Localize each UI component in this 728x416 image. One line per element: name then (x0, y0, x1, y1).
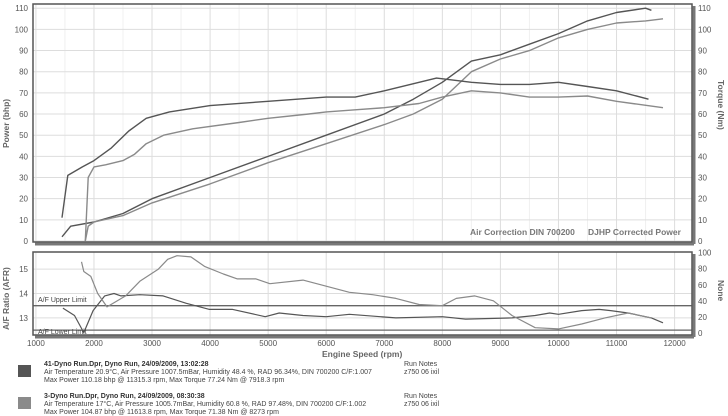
torque-axis-label: Torque (Nm) (716, 80, 726, 130)
power-tick-label: 90 (19, 47, 28, 56)
torque-tick-label: 40 (698, 152, 707, 161)
power-tick-label: 10 (19, 216, 28, 225)
power-torque-curves (61, 7, 664, 242)
x-tick-label: 8000 (433, 339, 451, 348)
legend-run-3: 3-Dyno Run.Dpr, Dyno Run, 24/09/2009, 08… (18, 393, 439, 416)
power-curve-run-41 (61, 7, 652, 238)
none-tick-label: 0 (698, 329, 703, 338)
x-tick-label: 5000 (259, 339, 277, 348)
legend-run-41: 41-Dyno Run.Dpr, Dyno Run, 24/09/2009, 1… (18, 361, 439, 384)
power-tick-label: 80 (19, 68, 28, 77)
power-tick-label: 20 (19, 195, 28, 204)
power-tick-label: 60 (19, 110, 28, 119)
power-tick-label: 30 (19, 174, 28, 183)
x-tick-label: 6000 (317, 339, 335, 348)
torque-tick-label: 30 (698, 174, 707, 183)
afr-curve-run-3 (80, 255, 652, 330)
x-axis-label: Engine Speed (rpm) (322, 349, 402, 359)
legend-run-41-max: Max Power 110.18 bhp @ 11315.3 rpm, Max … (44, 377, 284, 384)
x-tick-label: 7000 (375, 339, 393, 348)
power-plot-frame (32, 3, 693, 243)
torque-tick-label: 80 (698, 68, 707, 77)
torque-curve-run-3 (84, 90, 664, 242)
none-tick-label: 20 (698, 313, 707, 322)
power-tick-label: 0 (24, 237, 29, 246)
x-tick-label: 2000 (85, 339, 103, 348)
x-tick-label: 12000 (663, 339, 686, 348)
none-tick-label: 80 (698, 265, 707, 274)
power-tick-label: 100 (15, 25, 29, 34)
afr-curve-run-41 (62, 292, 664, 334)
power-tick-label: 50 (19, 131, 28, 140)
x-tick-label: 4000 (201, 339, 219, 348)
legend-run-41-title: 41-Dyno Run.Dpr, Dyno Run, 24/09/2009, 1… (44, 361, 209, 368)
legend-swatch-run-3 (18, 397, 31, 409)
afr-curves (62, 255, 664, 334)
afr-plot-grid (33, 252, 692, 335)
torque-tick-label: 60 (698, 110, 707, 119)
tick-labels: 1000 2000 3000 4000 5000 6000 7000 8000 9000 1000… (15, 4, 712, 348)
power-axis-label: Power (bhp) (1, 99, 11, 148)
torque-tick-label: 70 (698, 89, 707, 98)
x-tick-label: 9000 (491, 339, 509, 348)
x-tick-label: 11000 (606, 339, 628, 348)
torque-tick-label: 90 (698, 47, 707, 56)
afr-lower-limit-label: A/F Lower Limit (38, 329, 87, 336)
x-tick-label: 1000 (27, 339, 45, 348)
power-plot-grid (33, 4, 692, 242)
legend-run-3-notes: z750 06 ixil (404, 401, 439, 408)
none-tick-label: 60 (698, 281, 707, 290)
legend-run-3-max: Max Power 104.87 bhp @ 11613.8 rpm, Max … (44, 409, 279, 416)
afr-axis-label: A/F Ratio (AFR) (1, 267, 11, 330)
legend-run-3-conditions: Air Temperature 17°C, Air Pressure 1005.… (44, 400, 366, 408)
torque-tick-label: 0 (698, 237, 703, 246)
corrected-power-note: DJHP Corrected Power (588, 227, 682, 237)
none-tick-label: 100 (698, 249, 712, 258)
power-tick-label: 110 (15, 4, 28, 13)
afr-tick-label: 13 (19, 314, 28, 323)
legend-run-41-notes-label: Run Notes (404, 361, 438, 368)
power-tick-label: 70 (19, 89, 28, 98)
power-curve-run-3 (84, 18, 664, 242)
afr-upper-limit-label: A/F Upper Limit (38, 297, 87, 304)
torque-tick-label: 110 (698, 4, 711, 13)
legend-swatch-run-41 (18, 365, 31, 377)
none-tick-label: 40 (698, 297, 707, 306)
legend-run-3-title: 3-Dyno Run.Dpr, Dyno Run, 24/09/2009, 08… (44, 393, 205, 400)
legend-run-41-conditions: Air Temperature 20.9°C, Air Pressure 100… (44, 368, 372, 376)
torque-tick-label: 20 (698, 195, 707, 204)
legend-run-3-notes-label: Run Notes (404, 393, 438, 400)
air-correction-note: Air Correction DIN 700200 (470, 227, 575, 237)
x-tick-label: 3000 (143, 339, 161, 348)
none-axis-label: None (716, 280, 726, 302)
torque-curve-run-41 (61, 77, 649, 218)
power-tick-label: 40 (19, 152, 28, 161)
torque-tick-label: 100 (698, 25, 712, 34)
afr-plot-frame (32, 251, 693, 336)
x-tick-label: 10000 (547, 339, 570, 348)
torque-tick-label: 10 (698, 216, 707, 225)
afr-tick-label: 15 (19, 265, 28, 274)
afr-tick-label: 14 (19, 290, 28, 299)
legend-run-41-notes: z750 06 ixil (404, 369, 439, 376)
torque-tick-label: 50 (698, 131, 707, 140)
